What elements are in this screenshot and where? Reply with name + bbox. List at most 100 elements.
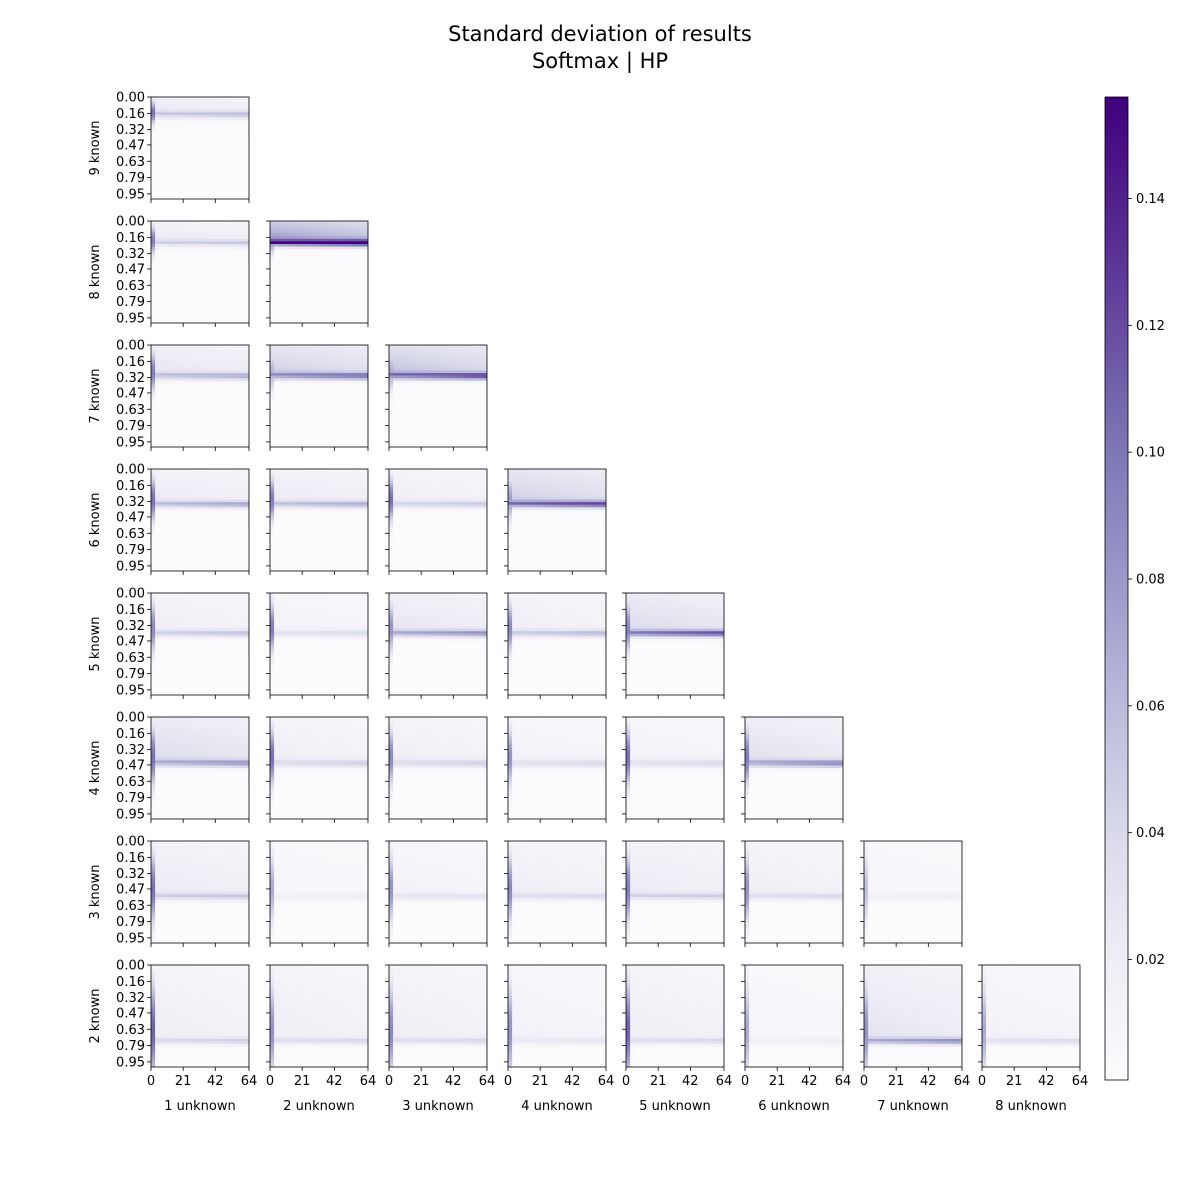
row-label: 8 known [88,245,103,300]
panel-frame [388,344,488,448]
column-label: 8 unknown [995,1099,1066,1114]
x-tick-label: 0 [266,1074,274,1089]
x-tick-label: 42 [920,1074,937,1089]
panel-frame [150,592,250,696]
heatmap-cells [270,841,368,943]
heatmap-cells [270,469,368,571]
y-tick-label: 0.00 [116,587,145,602]
heatmap-panel [385,716,488,823]
x-tick-label: 42 [682,1074,699,1089]
panel-frame [150,344,250,448]
column-label: 6 unknown [758,1099,829,1114]
y-tick-label: 0.16 [116,231,145,246]
heatmap-panel: 0 21 42 64 4 unknown [504,964,615,1114]
x-tick-label: 0 [385,1074,393,1089]
panel-frame [863,964,963,1068]
heatmap-cells [270,345,368,447]
y-tick-label: 0.32 [116,371,145,386]
y-tick-label: 0.00 [116,215,145,230]
chart-subtitle: Softmax | HP [0,49,1200,73]
panel-frame [269,468,369,572]
x-tick-label: 64 [479,1074,496,1089]
x-tick-label: 21 [175,1074,192,1089]
colorbar-tick-label: 0.14 [1136,192,1165,207]
y-tick-label: 0.32 [116,619,145,634]
heatmap-panel: 0 21 42 64 2 unknown [266,964,376,1114]
panel-frame [981,964,1081,1068]
y-tick-label: 0.32 [116,991,145,1006]
heatmap-panel [266,220,369,327]
panel-frame [507,840,607,944]
x-tick-label: 64 [598,1074,615,1089]
y-tick-label: 0.00 [116,835,145,850]
x-tick-label: 64 [241,1074,258,1089]
heatmap-cells [745,841,843,943]
x-tick-label: 0 [147,1074,155,1089]
heatmap-panel: 0.000.160.320.47 0.630.790.95 5 known [88,587,250,699]
y-tick-label: 0.32 [116,247,145,262]
heatmap-panel [266,468,369,575]
y-tick-label: 0.16 [116,603,145,618]
heatmap-panel [266,592,369,699]
y-tick-label: 0.47 [116,1006,145,1021]
y-tick-label: 0.79 [116,543,145,558]
x-tick-label: 21 [532,1074,549,1089]
y-tick-label: 0.63 [116,155,145,170]
x-tick-label: 21 [769,1074,786,1089]
heatmap-panel: 0.000.160.320.47 0.630.790.95 7 known [88,339,250,451]
y-tick-label: 0.79 [116,419,145,434]
heatmap-cells [151,841,249,943]
heatmap-panel: 0.000.160.320.47 0.630.790.95 3 known [88,835,250,947]
heatmap-cells [508,717,606,819]
heatmap-panel: 0 21 42 64 3 unknown [385,964,496,1114]
heatmap-panel [504,592,607,699]
y-tick-label: 0.32 [116,495,145,510]
heatmap-cells [389,345,487,447]
heatmap-cells [151,469,249,571]
heatmap-panel [266,840,369,947]
y-tick-label: 0.95 [116,683,145,698]
y-tick-label: 0.63 [116,403,145,418]
x-tick-label: 42 [445,1074,462,1089]
heatmap-panel [860,840,963,947]
y-tick-label: 0.63 [116,899,145,914]
y-tick-label: 0.47 [116,510,145,525]
panel-frame [269,344,369,448]
y-tick-label: 0.95 [116,187,145,202]
heatmap-panel: 0 21 42 64 6 unknown [741,964,851,1114]
column-label: 2 unknown [283,1099,354,1114]
x-tick-label: 21 [294,1074,311,1089]
y-tick-label: 0.79 [116,915,145,930]
panel-frame [625,592,725,696]
heatmap-panel [622,840,725,947]
y-tick-label: 0.16 [116,851,145,866]
panel-frame [744,964,844,1068]
y-tick-label: 0.95 [116,311,145,326]
panel-frame [507,964,607,1068]
y-tick-label: 0.32 [116,867,145,882]
panel-frame [388,592,488,696]
heatmap-panel [504,468,607,575]
x-tick-label: 0 [622,1074,630,1089]
x-tick-label: 21 [650,1074,667,1089]
row-label: 6 known [88,493,103,548]
y-tick-label: 0.47 [116,138,145,153]
heatmap-cells [745,717,843,819]
heatmap-cells [151,97,249,199]
y-tick-label: 0.63 [116,775,145,790]
colorbar-tick-label: 0.08 [1136,572,1165,587]
panel-frame [150,716,250,820]
panel-frame [625,716,725,820]
heatmap-cells [982,965,1080,1067]
row-label: 4 known [88,741,103,796]
heatmap-cells [270,965,368,1067]
panel-frame [388,964,488,1068]
heatmap-cells [864,965,962,1067]
heatmap-panel [504,716,607,823]
y-tick-label: 0.95 [116,1055,145,1070]
y-tick-label: 0.16 [116,975,145,990]
x-tick-label: 0 [978,1074,986,1089]
colorbar-tick-label: 0.10 [1136,446,1165,461]
colorbar-tick-label: 0.02 [1136,953,1165,968]
heatmap-panel: 0.000.160.320.47 0.630.790.95 6 known [88,463,250,575]
